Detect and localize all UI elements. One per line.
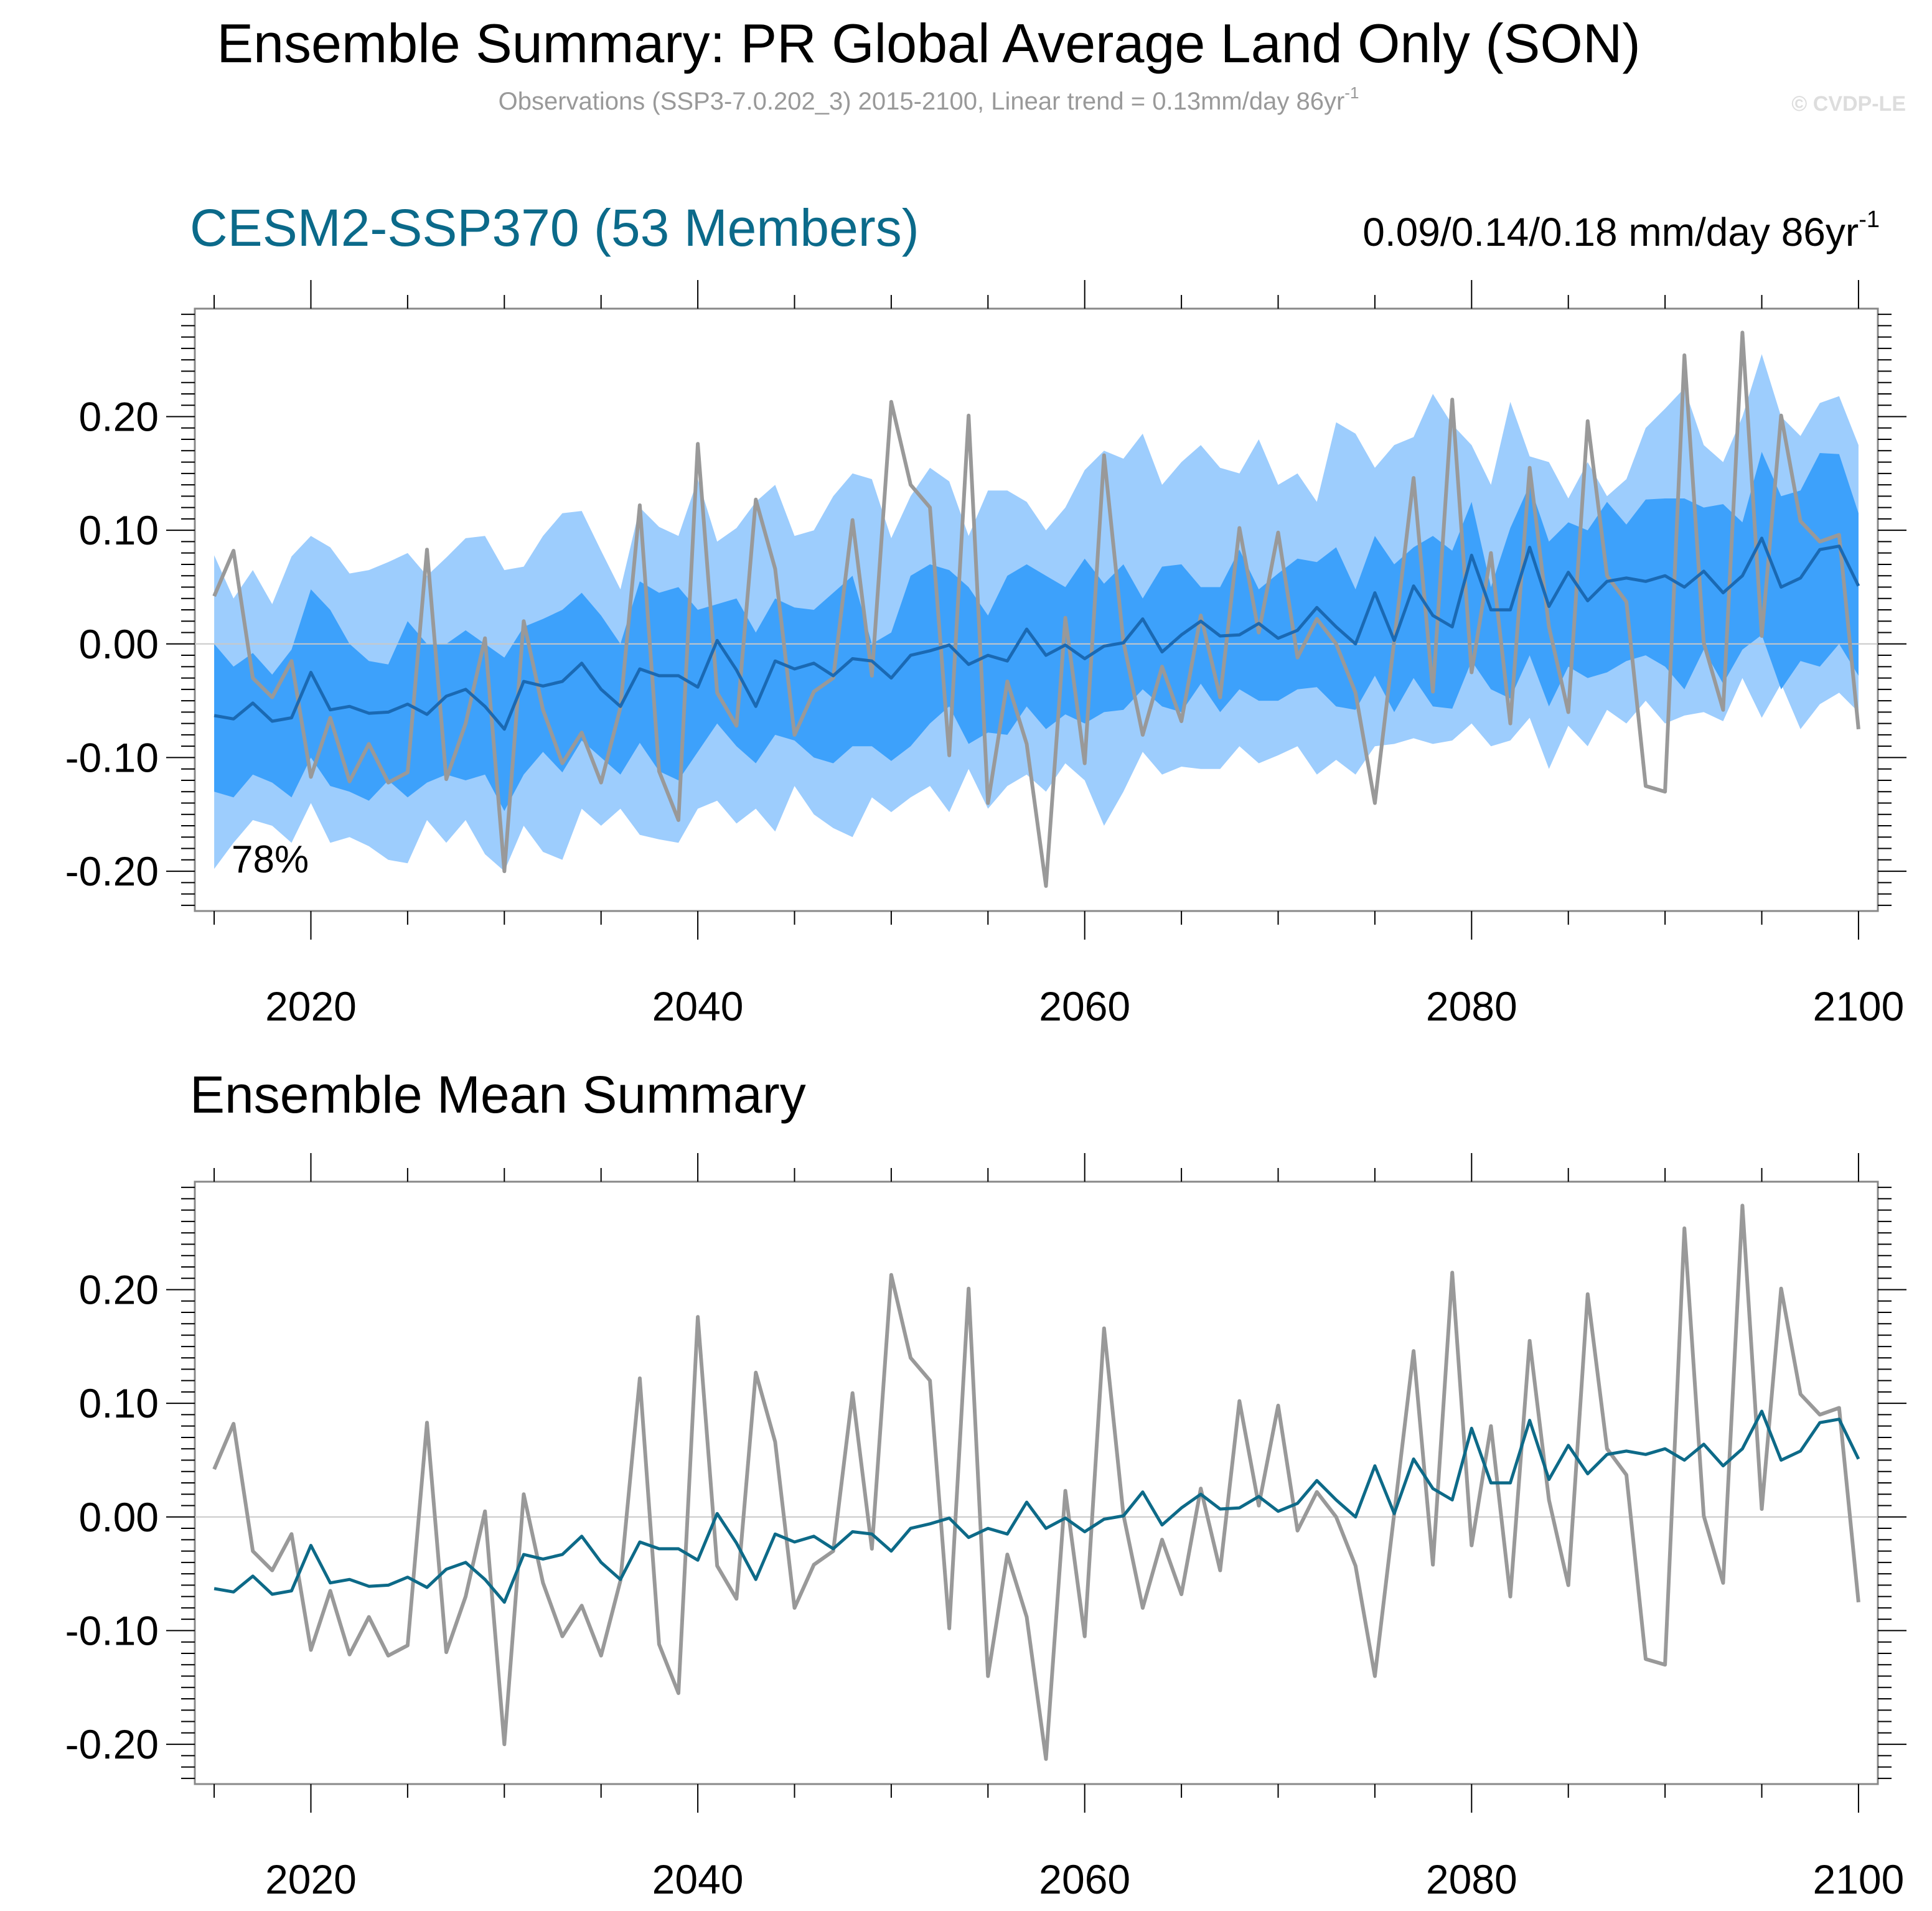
percent-in-range-label: 78% (232, 838, 309, 881)
ensemble-y-tick-label: 0.20 (79, 394, 159, 440)
ensemble-y-tick-label: -0.20 (65, 848, 159, 894)
ensemble-observation-line (212, 330, 1860, 888)
ensemble-x-tick-labels: 2020 2040 2060 2080 2100 (265, 983, 1904, 1029)
ensemble-summary-plot: -0.20-0.100.000.100.20 2020 2040 2060 2080 2… (65, 280, 1906, 1029)
ensemble-y-tick-labels: -0.20 -0.10 0.00 0.10 0.20 (65, 394, 159, 895)
mean-x-tick-label: 2100 (1813, 1856, 1905, 1902)
trend-range-label: 0.09/0.14/0.18 mm/day 86yr-1 (1362, 207, 1880, 255)
ensemble-x-tick-label: 2060 (1039, 983, 1130, 1029)
ensemble-mean-plot: -0.20-0.100.000.100.20 2020 2040 2060 2080 2… (65, 1153, 1906, 1902)
ensemble-x-tick-label: 2020 (265, 983, 357, 1029)
figure-title: Ensemble Summary: PR Global Average Land… (217, 12, 1640, 74)
mean-axis-ticks (166, 1153, 1906, 1813)
mean-x-tick-label: 2040 (652, 1856, 744, 1902)
ensemble-axis-ticks (166, 280, 1906, 940)
ensemble-y-tick-label: -0.10 (65, 734, 159, 780)
mean-panel-ensemble-mean-line (213, 1409, 1860, 1604)
ensemble-y-tick-label: 0.00 (79, 621, 159, 667)
mean-y-tick-label: 0.20 (79, 1267, 159, 1313)
ensemble-inner-band (214, 452, 1859, 811)
mean-y-tick-label: -0.10 (65, 1607, 159, 1653)
mean-panel-observation-line (212, 1203, 1860, 1761)
mean-x-tick-label: 2020 (265, 1856, 357, 1902)
ensemble-x-tick-label: 2080 (1426, 983, 1517, 1029)
mean-x-tick-labels: 2020 2040 2060 2080 2100 (265, 1856, 1904, 1902)
trend-range-text: 0.09/0.14/0.18 mm/day 86yr (1362, 210, 1859, 255)
credit-label: © CVDP-LE (1791, 92, 1906, 116)
mean-x-tick-label: 2080 (1426, 1856, 1517, 1902)
mean-panel-title: Ensemble Mean Summary (190, 1065, 806, 1124)
figure-subtitle: Observations (SSP3-7.0.202_3) 2015-2100,… (499, 83, 1359, 115)
ensemble-y-tick-label: 0.10 (79, 507, 159, 553)
mean-y-tick-label: 0.10 (79, 1380, 159, 1426)
mean-y-tick-label: -0.20 (65, 1721, 159, 1767)
mean-y-tick-label: 0.00 (79, 1494, 159, 1540)
figure-subtitle-sup: -1 (1344, 83, 1359, 102)
trend-range-sup: -1 (1859, 207, 1880, 233)
ensemble-mean-line (213, 536, 1860, 731)
ensemble-x-tick-label: 2040 (652, 983, 744, 1029)
ensemble-x-tick-label: 2100 (1813, 983, 1905, 1029)
ensemble-panel-title: CESM2-SSP370 (53 Members) (190, 199, 919, 257)
figure-subtitle-main: Observations (SSP3-7.0.202_3) 2015-2100,… (499, 88, 1345, 115)
mean-x-tick-label: 2060 (1039, 1856, 1130, 1902)
mean-y-tick-labels: -0.20 -0.10 0.00 0.10 0.20 (65, 1267, 159, 1768)
